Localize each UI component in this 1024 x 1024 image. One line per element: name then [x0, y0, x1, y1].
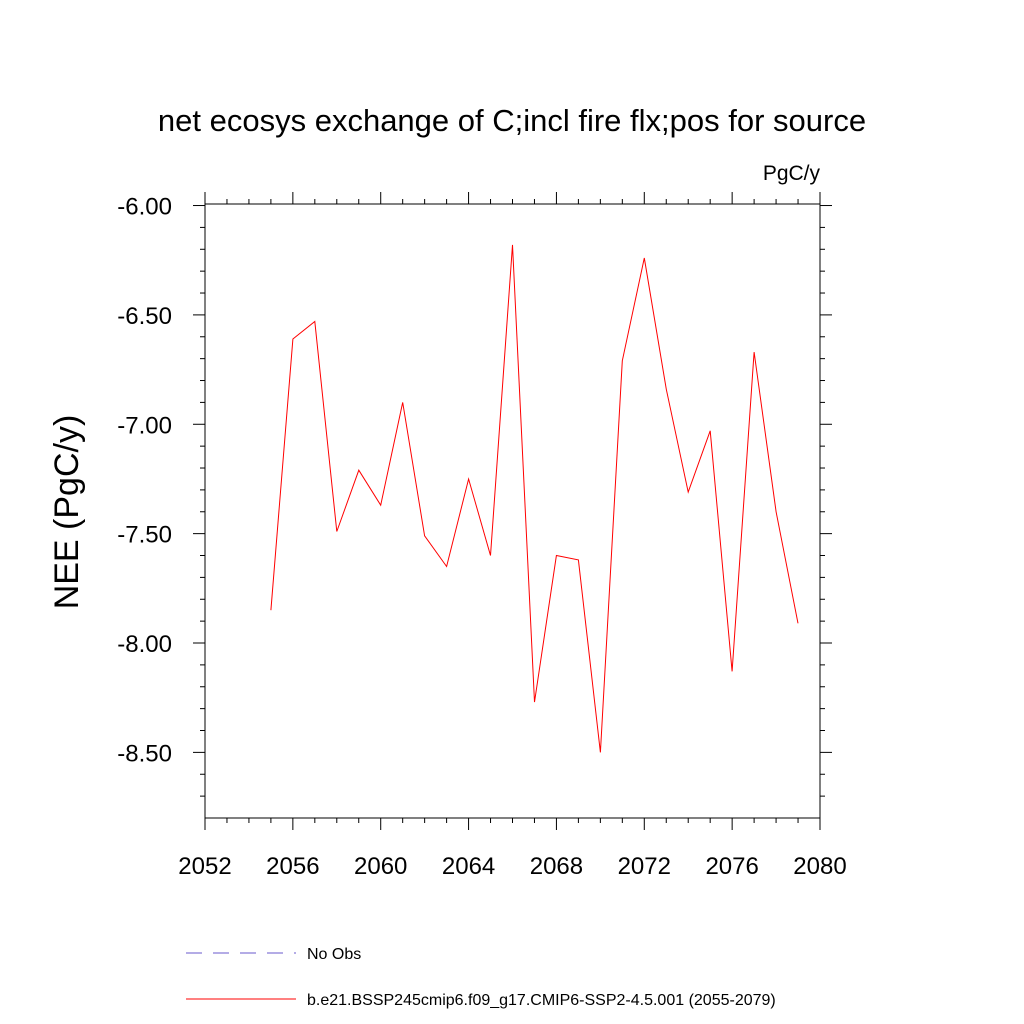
x-tick-label: 2068 [530, 853, 583, 880]
chart-title: net ecosys exchange of C;incl fire flx;p… [158, 103, 866, 138]
legend: No Obs b.e21.BSSP245cmip6.f09_g17.CMIP6-S… [186, 946, 776, 1009]
axis-ticks [193, 192, 832, 830]
x-tick-label: 2072 [618, 853, 671, 880]
y-tick-label: -7.00 [117, 412, 172, 439]
plot-frame [204, 203, 821, 819]
y-tick-label: -8.00 [117, 631, 172, 658]
x-tick-label: 2052 [178, 853, 231, 880]
series-lines [270, 244, 799, 753]
tick-labels: 2052 2056 2060 2064 2068 2072 2076 2080 -6.00 -6.… [117, 194, 846, 880]
series-line-1 [270, 244, 799, 753]
y-tick-label: -6.00 [117, 194, 172, 221]
y-tick-label: -6.50 [117, 303, 172, 330]
units-label: PgC/y [763, 162, 821, 185]
x-tick-label: 2076 [705, 853, 758, 880]
x-tick-label: 2060 [354, 853, 407, 880]
x-tick-label: 2064 [442, 853, 495, 880]
legend-label: No Obs [307, 946, 361, 963]
x-tick-label: 2056 [266, 853, 319, 880]
y-tick-label: -8.50 [117, 740, 172, 767]
x-tick-label: 2080 [793, 853, 846, 880]
y-tick-label: -7.50 [117, 522, 172, 549]
y-axis-label: NEE (PgC/y) [48, 415, 86, 610]
legend-label: b.e21.BSSP245cmip6.f09_g17.CMIP6-SSP2-4.… [307, 992, 776, 1009]
